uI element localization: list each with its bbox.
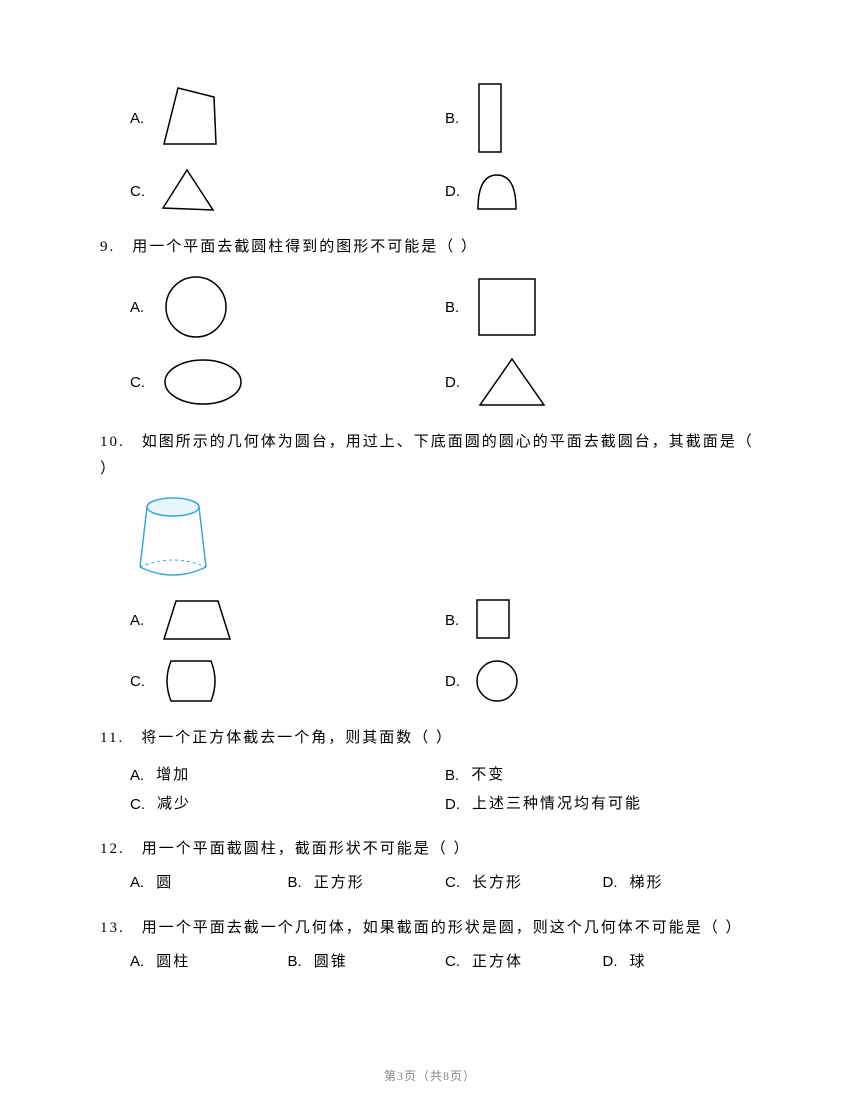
q9-choice-B[interactable]: B. [445, 271, 760, 343]
choice-label: C. [130, 668, 145, 695]
q8-choice-B[interactable]: B. [445, 80, 760, 156]
choice-text: 减少 [157, 791, 191, 818]
q13-choice-C[interactable]: C. 正方体 [445, 948, 603, 976]
q11-choice-C[interactable]: C. 减少 [130, 791, 445, 818]
trapezoid-icon [156, 595, 238, 645]
q10-choice-C[interactable]: C. [130, 655, 445, 707]
q11-stem: 11. 将一个正方体截去一个角，则其面数（ ） [100, 725, 760, 752]
choice-text: 圆柱 [156, 949, 190, 976]
ellipse-icon [157, 354, 247, 410]
q11-choice-D[interactable]: D. 上述三种情况均有可能 [445, 791, 760, 818]
q8-choices-continued: A. B. C. D. [100, 80, 760, 216]
q12-choice-C[interactable]: C. 长方形 [445, 869, 603, 897]
q13: 13. 用一个平面去截一个几何体，如果截面的形状是圆，则这个几何体不可能是（ ）… [100, 915, 760, 976]
choice-label: B. [445, 294, 459, 321]
q9: 9. 用一个平面去截圆柱得到的图形不可能是（ ） A. B. C. [100, 234, 760, 411]
q11-choice-B[interactable]: B. 不变 [445, 762, 760, 789]
choice-label: C. [130, 369, 145, 396]
q8-choice-C[interactable]: C. [130, 166, 445, 216]
choice-label: B. [445, 762, 459, 789]
choice-label: A. [130, 762, 144, 789]
choice-text: 梯形 [630, 870, 664, 897]
small-rect-icon [471, 596, 517, 644]
q12-choice-B[interactable]: B. 正方形 [288, 869, 446, 897]
choice-label: D. [603, 869, 618, 896]
choice-label: B. [445, 105, 459, 132]
triangle-scalene-icon [157, 166, 221, 216]
q12-choice-D[interactable]: D. 梯形 [603, 869, 761, 897]
q10: 10. 如图所示的几何体为圆台，用过上、下底面圆的圆心的平面去截圆台，其截面是（… [100, 429, 760, 707]
choice-label: B. [288, 869, 302, 896]
choice-label: A. [130, 105, 144, 132]
q13-choice-A[interactable]: A. 圆柱 [130, 948, 288, 976]
q13-choice-B[interactable]: B. 圆锥 [288, 948, 446, 976]
choice-text: 圆 [156, 870, 173, 897]
q11: 11. 将一个正方体截去一个角，则其面数（ ） A. 增加 B. 不变 C. 减… [100, 725, 760, 818]
choice-text: 增加 [156, 762, 190, 789]
choice-label: A. [130, 294, 144, 321]
choice-label: A. [130, 869, 144, 896]
choice-label: C. [445, 948, 460, 975]
choice-label: D. [445, 791, 460, 818]
choice-label: D. [445, 178, 460, 205]
q9-stem: 9. 用一个平面去截圆柱得到的图形不可能是（ ） [100, 234, 760, 261]
choice-text: 正方形 [314, 870, 365, 897]
q13-choice-D[interactable]: D. 球 [603, 948, 761, 976]
choice-label: C. [445, 869, 460, 896]
square-icon [471, 271, 543, 343]
quad-irregular-icon [156, 82, 226, 154]
choice-label: A. [130, 607, 144, 634]
choice-label: D. [603, 948, 618, 975]
tall-rect-icon [471, 80, 511, 156]
barrel-icon [157, 655, 225, 707]
q9-choice-D[interactable]: D. [445, 353, 760, 411]
choice-label: C. [130, 791, 145, 818]
choice-text: 正方体 [472, 949, 523, 976]
triangle-icon [472, 353, 552, 411]
choice-label: B. [445, 607, 459, 634]
circle-small-icon [472, 656, 522, 706]
choice-text: 球 [630, 949, 647, 976]
frustum-icon [130, 493, 216, 585]
q11-choice-A[interactable]: A. 增加 [130, 762, 445, 789]
q10-stem: 10. 如图所示的几何体为圆台，用过上、下底面圆的圆心的平面去截圆台，其截面是（… [100, 429, 760, 483]
q12: 12. 用一个平面截圆柱，截面形状不可能是（ ） A. 圆 B. 正方形 C. 长方形… [100, 836, 760, 897]
choice-label: D. [445, 668, 460, 695]
choice-label: C. [130, 178, 145, 205]
choice-text: 长方形 [472, 870, 523, 897]
q12-choice-A[interactable]: A. 圆 [130, 869, 288, 897]
q10-choice-A[interactable]: A. [130, 595, 445, 645]
q12-stem: 12. 用一个平面截圆柱，截面形状不可能是（ ） [100, 836, 760, 863]
choice-text: 圆锥 [314, 949, 348, 976]
choice-label: A. [130, 948, 144, 975]
choice-label: B. [288, 948, 302, 975]
circle-icon [156, 271, 232, 343]
q8-choice-D[interactable]: D. [445, 166, 760, 216]
choice-label: D. [445, 369, 460, 396]
q9-choice-A[interactable]: A. [130, 271, 445, 343]
arch-icon [472, 169, 522, 213]
q13-stem: 13. 用一个平面去截一个几何体，如果截面的形状是圆，则这个几何体不可能是（ ） [100, 915, 760, 942]
page-footer: 第3页（共8页） [0, 1066, 860, 1088]
q8-choice-A[interactable]: A. [130, 80, 445, 156]
q10-choice-D[interactable]: D. [445, 655, 760, 707]
q9-choice-C[interactable]: C. [130, 353, 445, 411]
q10-choice-B[interactable]: B. [445, 595, 760, 645]
choice-text: 不变 [471, 762, 505, 789]
choice-text: 上述三种情况均有可能 [472, 791, 642, 818]
